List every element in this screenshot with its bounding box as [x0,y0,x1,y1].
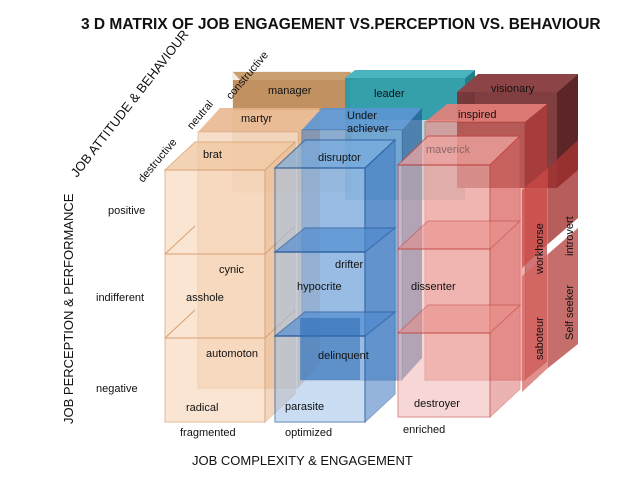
column-label-optimized: optimized [285,427,332,439]
column-label-enriched: enriched [403,424,445,436]
front-column-blue [273,138,397,424]
cell-introvert: introvert [564,216,576,256]
cell-workhorse: workhorse [534,223,546,275]
cell-parasite: parasite [285,401,324,413]
cell-visionary: visionary [491,83,535,95]
row-label-negative: negative [96,383,138,395]
cell-brat: brat [203,149,222,161]
front-layer [163,134,578,424]
cell-cynic: cynic [219,264,245,276]
cell-drifter: drifter [335,259,363,271]
column-label-fragmented: fragmented [180,427,236,439]
cell-hypocrite: hypocrite [297,281,342,293]
axis-title-attitude: JOB ATTITUDE & BEHAVIOUR [68,27,192,180]
cell-automoton: automoton [206,348,258,360]
axis-title-complexity: JOB COMPLEXITY & ENGAGEMENT [192,453,413,468]
cell-inspired: inspired [458,109,497,121]
cell-underachiever-line2: achiever [347,123,389,135]
cell-destroyer: destroyer [414,398,460,410]
axis-title-perception: JOB PERCEPTION & PERFORMANCE [61,193,76,424]
cell-saboteur: saboteur [534,317,546,360]
cell-underachiever-line1: Under [347,110,377,122]
row-label-indifferent: indifferent [96,292,144,304]
cell-asshole: asshole [186,292,224,304]
diagram-title: 3 D MATRIX OF JOB ENGAGEMENT VS.PERCEPTI… [81,16,601,33]
cell-radical: radical [186,402,218,414]
cell-disruptor: disruptor [318,152,361,164]
front-column-red [396,134,522,419]
right-side-faces [522,140,578,392]
cell-manager: manager [268,85,312,97]
cell-delinquent: delinquent [318,350,369,362]
cell-dissenter: dissenter [411,281,456,293]
row-label-positive: positive [108,205,145,217]
cell-martyr: martyr [241,113,273,125]
cell-self-seeker: Self seeker [564,285,576,340]
cell-maverick: maverick [426,144,471,156]
cell-leader: leader [374,88,405,100]
